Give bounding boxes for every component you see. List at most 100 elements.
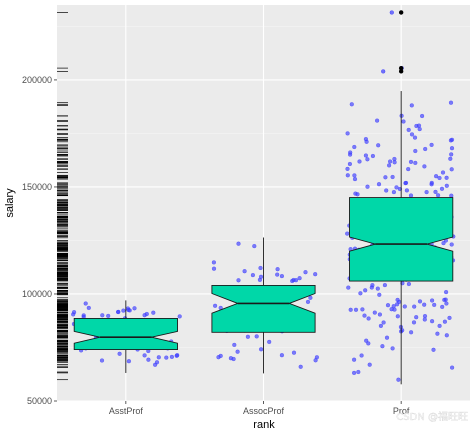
jitter-point	[100, 313, 105, 318]
jitter-point	[121, 308, 126, 313]
jitter-point	[450, 365, 455, 370]
jitter-point	[406, 127, 411, 132]
x-axis-title: rank	[253, 419, 275, 431]
jitter-point	[291, 277, 296, 283]
jitter-point	[392, 156, 397, 162]
rug-marks	[57, 12, 68, 381]
x-tick-label: AssocProf	[243, 406, 285, 416]
jitter-point	[448, 100, 454, 105]
jitter-point	[444, 301, 449, 306]
jitter-point	[245, 334, 250, 339]
x-tick-label: Prof	[393, 406, 410, 416]
jitter-point	[156, 355, 161, 360]
jitter-point	[81, 313, 86, 318]
jitter-point	[151, 310, 156, 315]
jitter-point	[356, 369, 361, 375]
y-axis: 50000 100000 150000 200000	[22, 75, 57, 406]
jitter-point	[346, 285, 351, 290]
jitter-point	[388, 159, 393, 164]
jitter-point	[376, 182, 382, 187]
jitter-point	[177, 314, 182, 319]
jitter-point	[431, 347, 436, 352]
x-axis: AsstProf AssocProf Prof	[109, 401, 410, 416]
jitter-point	[384, 335, 390, 340]
jitter-point	[258, 274, 264, 279]
jitter-point	[314, 355, 319, 360]
jitter-point	[349, 102, 354, 107]
jitter-point	[433, 189, 438, 194]
jitter-point	[348, 307, 353, 312]
jitter-point	[254, 334, 259, 339]
jitter-point	[413, 148, 418, 154]
jitter-point	[211, 266, 217, 271]
notched-box	[349, 197, 454, 282]
jitter-point	[99, 358, 105, 363]
jitter-point	[375, 118, 380, 123]
jitter-point	[449, 242, 454, 247]
jitter-point	[395, 302, 400, 307]
jitter-point	[380, 344, 385, 349]
jitter-point	[298, 364, 303, 369]
y-tick-label: 100000	[22, 289, 52, 299]
jitter-point	[126, 307, 131, 313]
jitter-point	[236, 241, 241, 246]
jitter-point	[259, 347, 264, 352]
jitter-point	[381, 69, 386, 74]
jitter-point	[440, 304, 445, 309]
jitter-point	[432, 302, 437, 307]
jitter-point	[366, 316, 371, 321]
jitter-point	[363, 137, 368, 142]
jitter-point	[396, 377, 401, 382]
jitter-point	[375, 286, 380, 291]
jitter-point	[117, 351, 122, 356]
jitter-point	[406, 167, 411, 172]
jitter-point	[376, 143, 381, 148]
jitter-point	[387, 163, 392, 168]
jitter-point	[422, 164, 427, 169]
jitter-point	[423, 146, 428, 152]
jitter-point	[444, 175, 449, 180]
jitter-point	[411, 320, 417, 325]
jitter-point	[442, 319, 447, 324]
notched-box	[73, 317, 178, 351]
y-tick-label: 50000	[27, 396, 52, 406]
x-tick-label: AsstProf	[109, 406, 144, 416]
jitter-point	[267, 339, 272, 344]
jitter-point	[365, 157, 370, 162]
jitter-point	[434, 174, 439, 179]
jitter-point	[437, 323, 442, 328]
jitter-point	[437, 175, 442, 181]
jitter-point	[449, 146, 455, 151]
jitter-point	[352, 357, 357, 362]
jitter-point	[250, 273, 255, 278]
jitter-point	[275, 267, 280, 272]
jitter-point	[258, 265, 263, 271]
jitter-point	[412, 135, 418, 140]
jitter-point	[442, 297, 447, 302]
jitter-point	[372, 310, 377, 315]
jitter-point	[449, 152, 454, 157]
outlier-point	[398, 65, 404, 71]
jitter-point	[236, 278, 241, 283]
jitter-point	[439, 186, 445, 191]
jitter-point	[83, 301, 88, 306]
jitter-point	[390, 174, 395, 180]
jitter-point	[153, 362, 158, 367]
jitter-point	[383, 175, 388, 180]
jitter-point	[424, 190, 429, 195]
jitter-point	[126, 359, 131, 364]
jitter-point	[347, 161, 352, 167]
boxes	[73, 10, 454, 385]
jitter-point	[169, 354, 174, 359]
jitter-point	[417, 127, 422, 132]
jitter-point	[132, 306, 137, 311]
jitter-point	[429, 180, 434, 185]
jitter-point	[106, 313, 111, 318]
outlier-point	[398, 10, 404, 15]
jitter-point	[391, 190, 396, 195]
jitter-point	[362, 313, 367, 318]
jitter-point	[408, 159, 414, 164]
jitter-point	[297, 276, 302, 281]
jitter-point	[279, 353, 284, 358]
